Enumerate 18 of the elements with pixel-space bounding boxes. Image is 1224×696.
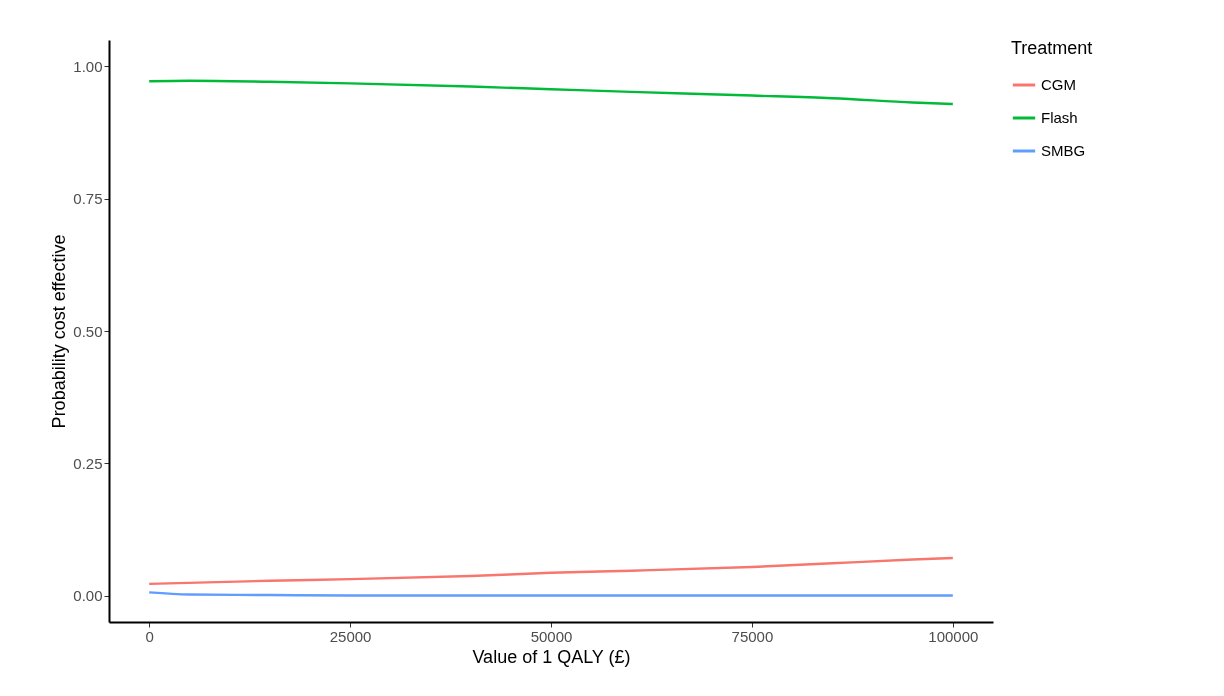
y-axis-title: Probability cost effective bbox=[49, 234, 70, 429]
y-tick-label: 0.00 bbox=[73, 587, 103, 605]
x-tick-label: 50000 bbox=[530, 627, 573, 645]
x-tick-label: 25000 bbox=[329, 627, 372, 645]
x-tick-label: 75000 bbox=[731, 627, 774, 645]
legend-label: Flash bbox=[1041, 109, 1078, 126]
legend-title: Treatment bbox=[1011, 38, 1093, 58]
x-tick-label: 100000 bbox=[928, 627, 979, 645]
x-axis-title: Value of 1 QALY (£) bbox=[472, 646, 631, 667]
line-series bbox=[147, 556, 955, 586]
line-series bbox=[147, 79, 955, 106]
y-tick-label: 0.50 bbox=[73, 322, 103, 340]
y-tick-label: 1.00 bbox=[73, 57, 103, 75]
y-tick-label: 0.25 bbox=[73, 454, 103, 472]
legend-label: SMBG bbox=[1041, 142, 1086, 159]
legend-label: CGM bbox=[1041, 76, 1076, 93]
x-tick-label: 0 bbox=[145, 627, 154, 645]
y-tick-label: 0.75 bbox=[73, 190, 103, 208]
